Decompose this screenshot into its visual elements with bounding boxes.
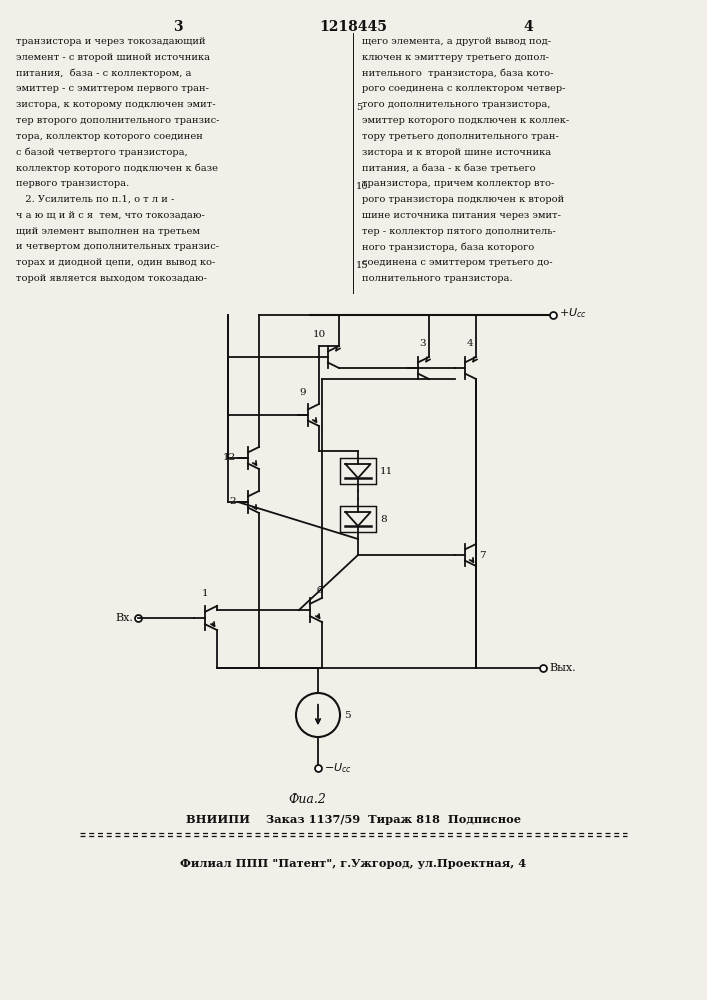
Text: ключен к эмиттеру третьего допол-: ключен к эмиттеру третьего допол- [362,53,549,62]
Text: зистора и к второй шине источника: зистора и к второй шине источника [362,148,551,157]
Text: Вых.: Вых. [549,663,575,673]
Text: 3: 3 [420,339,426,348]
Bar [340,506,376,532]
Text: ного транзистора, база которого: ного транзистора, база которого [362,242,534,252]
Text: $-U_{cc}$: $-U_{cc}$ [324,761,352,775]
Text: коллектор которого подключен к базе: коллектор которого подключен к базе [16,163,218,173]
Text: транзистора и через токозадающий: транзистора и через токозадающий [16,37,206,46]
Text: нительного  транзистора, база кото-: нительного транзистора, база кото- [362,69,554,78]
Text: 2: 2 [229,497,236,506]
Text: элемент - с второй шиной источника: элемент - с второй шиной источника [16,53,210,62]
Text: тору третьего дополнительного тран-: тору третьего дополнительного тран- [362,132,559,141]
Text: 11: 11 [380,466,394,476]
Text: питания, а база - к базе третьего: питания, а база - к базе третьего [362,163,536,173]
Text: б: б [317,586,323,595]
Text: питания,  база - с коллектором, а: питания, база - с коллектором, а [16,69,192,78]
Text: тора, коллектор которого соединен: тора, коллектор которого соединен [16,132,203,141]
Text: Филиал ППП "Патент", г.Ужгород, ул.Проектная, 4: Филиал ППП "Патент", г.Ужгород, ул.Проек… [180,858,526,869]
Text: эмиттер которого подключен к коллек-: эмиттер которого подключен к коллек- [362,116,569,125]
Text: ВНИИПИ    Заказ 1137/59  Тираж 818  Подписное: ВНИИПИ Заказ 1137/59 Тираж 818 Подписное [185,814,520,825]
Text: щий элемент выполнен на третьем: щий элемент выполнен на третьем [16,227,200,236]
Text: ч а ю щ и й с я  тем, что токозадаю-: ч а ю щ и й с я тем, что токозадаю- [16,211,205,220]
Text: тер второго дополнительного транзис-: тер второго дополнительного транзис- [16,116,219,125]
Text: Вх.: Вх. [115,613,133,623]
Text: 5: 5 [344,710,351,720]
Text: 1: 1 [201,589,209,598]
Text: 5: 5 [356,103,362,112]
Text: с базой четвертого транзистора,: с базой четвертого транзистора, [16,148,188,157]
Text: Фиа.2: Фиа.2 [288,793,326,806]
Text: первого транзистора.: первого транзистора. [16,179,129,188]
Text: 7: 7 [479,550,486,560]
Text: рого транзистора подключен к второй: рого транзистора подключен к второй [362,195,564,204]
Text: 10: 10 [356,182,368,191]
Text: эмиттер - с эмиттером первого тран-: эмиттер - с эмиттером первого тран- [16,84,209,93]
Text: 4: 4 [467,339,473,348]
Text: 9: 9 [299,388,306,397]
Text: и четвертом дополнительных транзис-: и четвертом дополнительных транзис- [16,242,219,251]
Text: шине источника питания через эмит-: шине источника питания через эмит- [362,211,561,220]
Text: транзистора, причем коллектор вто-: транзистора, причем коллектор вто- [362,179,554,188]
Text: 3: 3 [173,20,183,34]
Text: 1218445: 1218445 [319,20,387,34]
Text: тер - коллектор пятого дополнитель-: тер - коллектор пятого дополнитель- [362,227,556,236]
Text: рого соединена с коллектором четвер-: рого соединена с коллектором четвер- [362,84,566,93]
Text: 8: 8 [380,514,387,524]
Text: торах и диодной цепи, один вывод ко-: торах и диодной цепи, один вывод ко- [16,258,216,267]
Text: щего элемента, а другой вывод под-: щего элемента, а другой вывод под- [362,37,551,46]
Text: 10: 10 [312,330,326,339]
Text: полнительного транзистора.: полнительного транзистора. [362,274,513,283]
Text: 2. Усилитель по п.1, о т л и -: 2. Усилитель по п.1, о т л и - [16,195,175,204]
Text: $+U_{cc}$: $+U_{cc}$ [559,306,587,320]
Text: того дополнительного транзистора,: того дополнительного транзистора, [362,100,551,109]
Text: 15: 15 [356,261,368,270]
Text: зистора, к которому подключен эмит-: зистора, к которому подключен эмит- [16,100,216,109]
Text: 4: 4 [523,20,533,34]
Text: соединена с эмиттером третьего до-: соединена с эмиттером третьего до- [362,258,553,267]
Text: 12: 12 [223,454,236,462]
Bar [340,458,376,484]
Text: торой является выходом токозадаю-: торой является выходом токозадаю- [16,274,207,283]
